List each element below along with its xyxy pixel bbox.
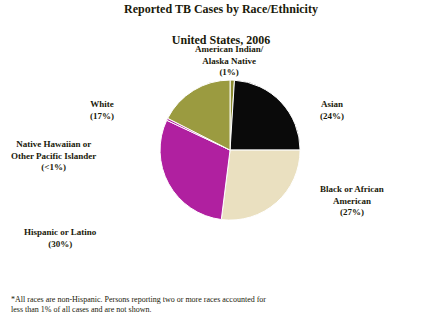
svg-text:*All races are non-Hispanic. P: *All races are non-Hispanic. Persons rep… [11,295,266,314]
svg-text:American Indian/Alaska Native(: American Indian/Alaska Native(1%) [195,44,264,77]
svg-text:White(17%): White(17%) [90,99,114,121]
svg-text:Asian(24%): Asian(24%) [320,99,344,121]
svg-text:United States, 2006: United States, 2006 [172,33,270,47]
svg-text:Reported TB Cases by Race/Ethn: Reported TB Cases by Race/Ethnicity [124,2,318,16]
svg-text:Hispanic or Latino(30%): Hispanic or Latino(30%) [24,227,97,249]
svg-text:Native Hawaiian orOther Pacifi: Native Hawaiian orOther Pacific Islander… [11,139,96,172]
svg-text:Black or AfricanAmerican(27%): Black or AfricanAmerican(27%) [320,184,384,217]
